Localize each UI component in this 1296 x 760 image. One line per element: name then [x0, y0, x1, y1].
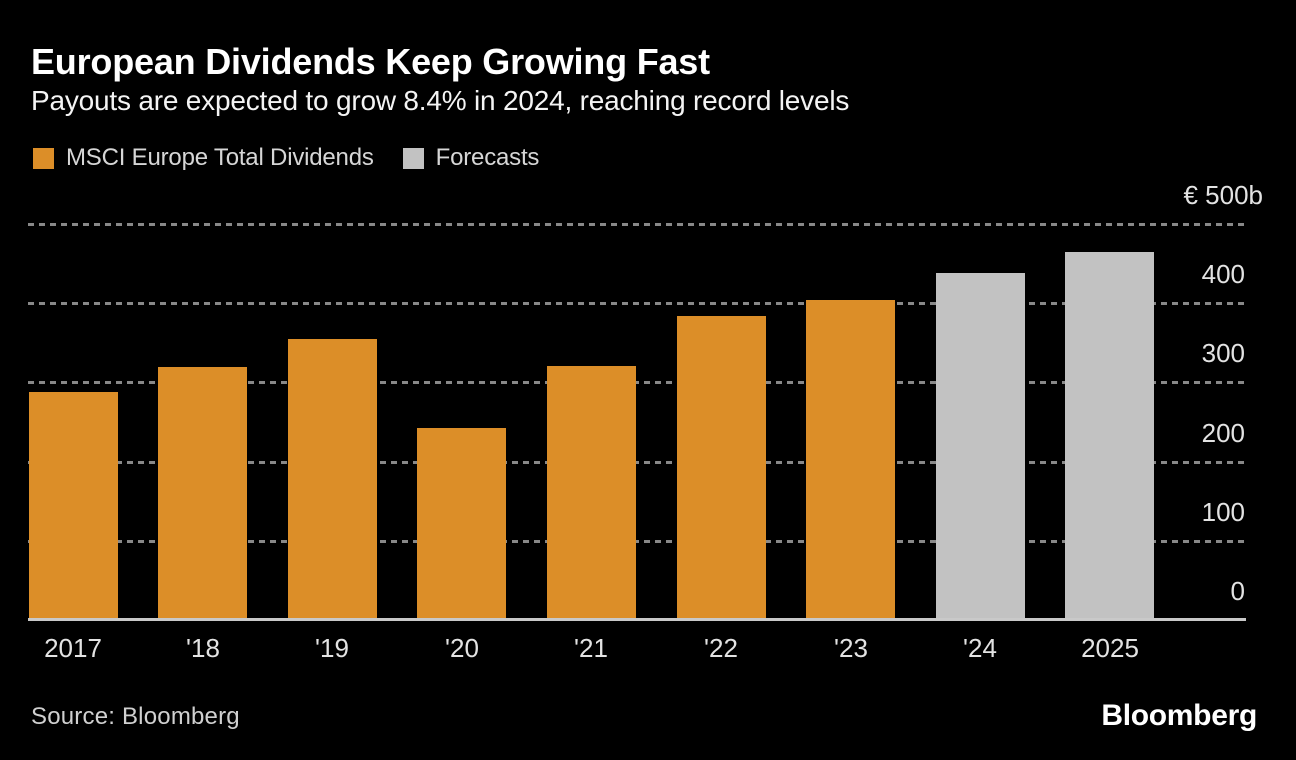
x-tick-label-18: '18 [186, 633, 220, 663]
x-tick-label-24: '24 [963, 633, 997, 663]
x-tick-label-2025: 2025 [1081, 633, 1139, 663]
x-tick-label-19: '19 [315, 633, 349, 663]
legend-swatch-actual [33, 147, 54, 169]
legend-item-actual: MSCI Europe Total Dividends [33, 144, 374, 172]
bar-20 [417, 428, 506, 619]
x-tick-label-2017: 2017 [44, 633, 102, 663]
x-tick-label-20: '20 [445, 633, 479, 663]
gridline-200 [28, 461, 1246, 464]
y-tick-label-300: 300 [1201, 338, 1245, 368]
gridline-400 [28, 302, 1246, 305]
bloomberg-logo: Bloomberg [1101, 699, 1257, 732]
bar-19 [288, 339, 377, 619]
chart-title: European Dividends Keep Growing Fast [31, 41, 710, 82]
legend-item-forecast: Forecasts [402, 144, 540, 172]
gridline-500 [28, 223, 1246, 226]
x-axis-baseline [28, 618, 1246, 621]
y-tick-label-0: 0 [1230, 576, 1245, 606]
bar-2025-forecast [1065, 252, 1154, 619]
bar-24-forecast [936, 273, 1025, 619]
bar-22 [677, 316, 766, 619]
x-tick-label-22: '22 [704, 633, 738, 663]
gridline-300 [28, 381, 1246, 384]
legend-label: Forecasts [435, 144, 540, 171]
x-tick-label-21: '21 [574, 633, 608, 663]
bar-23 [806, 300, 895, 619]
legend: MSCI Europe Total Dividends Forecasts [33, 144, 539, 172]
y-tick-label-400: 400 [1201, 259, 1245, 289]
gridline-100 [28, 540, 1246, 543]
y-tick-label-200: 200 [1201, 418, 1245, 448]
y-tick-label-100: 100 [1201, 497, 1245, 527]
source-note: Source: Bloomberg [31, 703, 240, 730]
bar-2017 [29, 392, 118, 619]
chart-subtitle: Payouts are expected to grow 8.4% in 202… [31, 85, 850, 116]
bar-18 [158, 367, 247, 619]
y-tick-label-500: € 500b [1183, 180, 1263, 210]
bar-21 [547, 366, 636, 619]
legend-label: MSCI Europe Total Dividends [66, 144, 374, 171]
x-tick-label-23: '23 [834, 633, 868, 663]
legend-swatch-forecast [402, 147, 424, 169]
